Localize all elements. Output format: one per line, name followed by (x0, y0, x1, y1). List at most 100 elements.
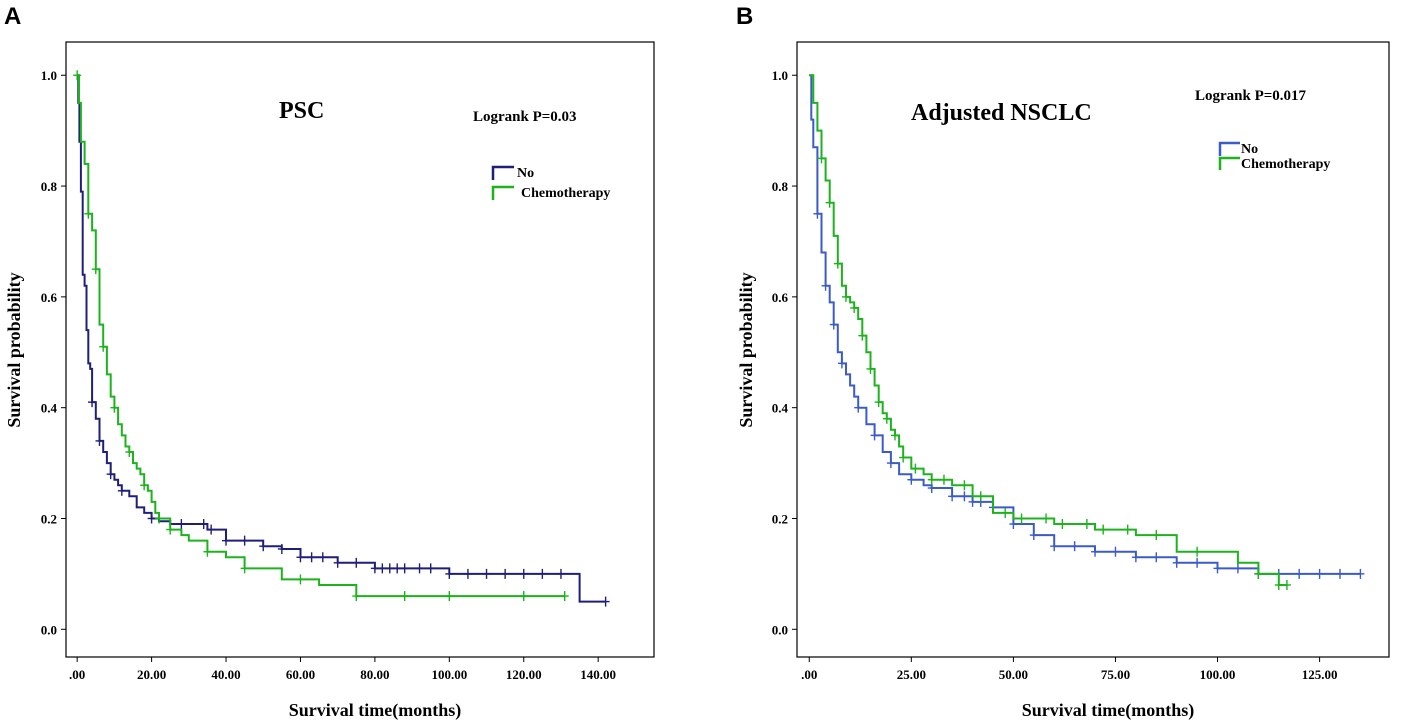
x-tick-label: .00 (801, 667, 817, 682)
censor-mark-chemotherapy (140, 480, 149, 491)
censor-mark-no (415, 563, 424, 574)
censor-mark-no (177, 519, 186, 530)
censor-mark-no (482, 568, 491, 579)
censor-mark-chemotherapy (911, 463, 920, 474)
y-tick-label: 0.2 (41, 511, 57, 526)
censor-mark-chemotherapy (110, 402, 119, 413)
censor-mark-no (277, 543, 286, 554)
censor-mark-chemotherapy (400, 591, 409, 602)
x-tick-label: 80.00 (360, 667, 389, 682)
x-tick-label: 120.00 (506, 667, 542, 682)
censor-mark-no (88, 397, 97, 408)
censor-mark-no (821, 280, 830, 291)
y-tick-label: 0.4 (41, 401, 58, 416)
censor-mark-no (556, 568, 565, 579)
censor-mark-no (259, 541, 268, 552)
censor-mark-chemotherapy (825, 197, 834, 208)
censor-mark-no (352, 557, 361, 568)
censor-mark-no (426, 563, 435, 574)
censor-mark-no (1336, 568, 1345, 579)
censor-mark-no (1356, 568, 1365, 579)
panel-b: B .00 25.00 50.00 75.00 100.00 125.00 0.0 0.2 0.… (736, 3, 1390, 720)
censor-mark-chemotherapy (927, 474, 936, 485)
series-line-chemotherapy (77, 74, 565, 598)
censor-mark-no (378, 563, 387, 574)
y-tick-label: 0.8 (772, 179, 789, 194)
censor-mark-chemotherapy (155, 513, 164, 524)
censor-mark-no (907, 474, 916, 485)
censor-mark-no (333, 557, 342, 568)
censor-mark-no (370, 563, 379, 574)
censor-mark-chemotherapy (166, 524, 175, 535)
censor-mark-chemotherapy (1082, 519, 1091, 530)
censor-mark-chemotherapy (976, 491, 985, 502)
censor-mark-chemotherapy (84, 208, 93, 219)
censor-mark-chemotherapy (91, 264, 100, 275)
panel-b-series-group (809, 74, 1365, 590)
panel-b-chart-title: Adjusted NSCLC (911, 100, 1092, 126)
panel-a-y-axis-title: Survival probability (4, 272, 24, 427)
x-tick-label: 25.00 (897, 667, 926, 682)
censor-mark-no (222, 535, 231, 546)
censor-mark-chemotherapy (1099, 524, 1108, 535)
censor-mark-chemotherapy (960, 480, 969, 491)
censor-mark-chemotherapy (352, 591, 361, 602)
censor-mark-chemotherapy (1254, 568, 1263, 579)
censor-mark-chemotherapy (1058, 519, 1067, 530)
censor-mark-chemotherapy (890, 430, 899, 441)
censor-mark-no (948, 491, 957, 502)
legend-label-no: No (517, 166, 534, 181)
censor-mark-chemotherapy (841, 291, 850, 302)
y-tick-label: 0.6 (772, 290, 789, 305)
censor-mark-no (117, 485, 126, 496)
censor-mark-no (1213, 563, 1222, 574)
panel-a: A .00 20.00 40.00 60.00 80.00 100.00 120.00 140… (4, 3, 655, 720)
censor-mark-no (307, 552, 316, 563)
legend-swatch-chemotherapy (491, 185, 514, 200)
censor-mark-chemotherapy (866, 363, 875, 374)
censor-mark-chemotherapy (1274, 579, 1283, 590)
panel-a-label: A (4, 3, 21, 30)
y-tick-label: 0.6 (41, 290, 58, 305)
panel-b-label: B (736, 3, 753, 30)
legend-swatch-chemotherapy (1218, 156, 1240, 170)
censor-mark-chemotherapy (1017, 513, 1026, 524)
panel-a-legend: No Chemotherapy (491, 165, 610, 201)
censor-mark-no (501, 568, 510, 579)
censor-mark-no (1029, 530, 1038, 541)
censor-mark-chemotherapy (99, 341, 108, 352)
censor-mark-no (147, 513, 156, 524)
censor-mark-chemotherapy (817, 153, 826, 164)
censor-mark-chemotherapy (850, 302, 859, 313)
censor-mark-chemotherapy (240, 563, 249, 574)
series-line-chemotherapy (809, 74, 1287, 586)
censor-mark-no (393, 563, 402, 574)
y-tick-label: 1.0 (41, 68, 57, 83)
censor-mark-no (106, 469, 115, 480)
censor-mark-chemotherapy (1282, 579, 1291, 590)
y-tick-label: 0.8 (41, 179, 58, 194)
censor-mark-chemotherapy (125, 447, 134, 457)
censor-mark-chemotherapy (445, 591, 454, 602)
censor-mark-no (240, 535, 249, 546)
series-line-no (77, 74, 606, 603)
panel-b-plot-frame (796, 41, 1390, 658)
censor-mark-chemotherapy (296, 574, 305, 585)
x-tick-label: 50.00 (999, 667, 1028, 682)
censor-mark-no (1050, 541, 1059, 552)
censor-mark-no (837, 358, 846, 369)
panel-b-logrank-annotation: Logrank P=0.017 (1195, 88, 1307, 104)
censor-mark-no (1172, 557, 1181, 568)
legend-swatch-no (1218, 141, 1240, 156)
censor-mark-no (1070, 541, 1079, 552)
censor-mark-no (1111, 546, 1120, 557)
legend-label-chemotherapy: Chemotherapy (1241, 157, 1330, 172)
x-tick-label: 100.00 (1200, 667, 1236, 682)
censor-mark-no (829, 319, 838, 330)
censor-mark-no (385, 563, 394, 574)
censor-mark-no (318, 552, 327, 563)
censor-mark-chemotherapy (519, 591, 528, 602)
panel-a-series-group (73, 70, 610, 607)
y-tick-label: 0.2 (772, 511, 788, 526)
censor-mark-no (601, 596, 610, 607)
